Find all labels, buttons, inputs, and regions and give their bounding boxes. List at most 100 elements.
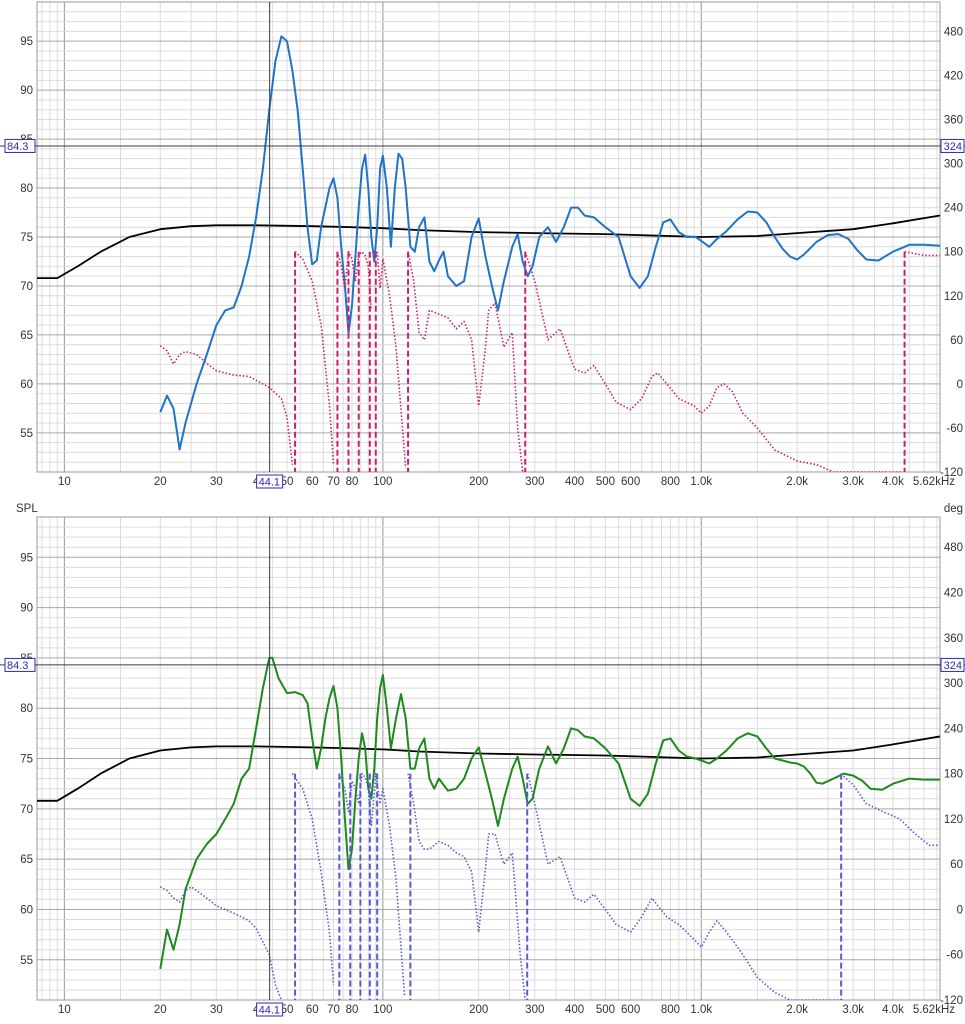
cursor-spl-readout-text: 84.3: [7, 141, 28, 153]
cursor-phase-readout: 324: [940, 138, 965, 153]
y-tick-label-right: -120: [940, 467, 963, 479]
y-tick-label-right: 60: [950, 335, 963, 347]
y-tick-label-right: 240: [944, 203, 963, 215]
y-tick-label-left: 95: [20, 552, 33, 564]
x-tick-label: 80: [346, 476, 359, 488]
y-tick-label-left: 75: [20, 754, 33, 766]
spl-trace: [159, 35, 940, 451]
cursor-spl-readout: 84.3: [4, 657, 36, 672]
y-tick-label-right: 0: [957, 379, 963, 391]
x-tick-label: 70: [327, 476, 340, 488]
x-tick-label: 10: [58, 476, 71, 488]
x-tick-label: 500: [596, 1004, 615, 1016]
target-curve: [37, 735, 940, 802]
grid: [37, 1, 940, 473]
x-tick-label: 2.0k: [786, 1004, 808, 1016]
phase-trace: [159, 250, 940, 472]
y-tick-label-left: 65: [20, 330, 33, 342]
x-tick-label: 800: [661, 1004, 680, 1016]
x-tick-label: 600: [621, 476, 640, 488]
y-tick-label-left: 75: [20, 232, 33, 244]
y-tick-label-left: 65: [20, 854, 33, 866]
cursor-freq-readout-text: 44.1: [259, 1005, 280, 1017]
y-tick-label-left: 90: [20, 85, 33, 97]
x-tick-label: 2.0k: [786, 476, 808, 488]
target-curve: [37, 214, 940, 279]
x-tick-label: 10: [58, 1004, 71, 1016]
x-tick-label: 30: [210, 1004, 223, 1016]
cursor-phase-readout-text: 324: [944, 141, 962, 153]
y-tick-label-right: 300: [944, 678, 963, 690]
x-tick-label: 60: [306, 476, 319, 488]
x-tick-label: 400: [565, 476, 584, 488]
x-tick-label: 3.0k: [842, 476, 864, 488]
x-tick-label: 30: [210, 476, 223, 488]
x-tick-label: 5.62kHz: [913, 1004, 955, 1016]
x-tick-label: 80: [346, 1004, 359, 1016]
x-tick-label: 100: [373, 1004, 392, 1016]
x-tick-label: 4.0k: [882, 1004, 904, 1016]
x-tick-label: 20: [154, 1004, 167, 1016]
y-tick-label-right: 360: [944, 633, 963, 645]
y-tick-label-left: 60: [20, 379, 33, 391]
cursor-phase-readout-text: 324: [944, 660, 962, 672]
x-tick-label: 200: [469, 1004, 488, 1016]
y-tick-label-left: 80: [20, 703, 33, 715]
phase-trace: [159, 772, 940, 1000]
y-tick-label-right: -60: [946, 423, 963, 435]
series-group: [37, 656, 940, 1000]
y-tick-label-left: 95: [20, 36, 33, 48]
y-tick-label-right: 420: [944, 70, 963, 82]
y-tick-label-left: 60: [20, 904, 33, 916]
y-tick-label-right: 240: [944, 723, 963, 735]
x-tick-label: 200: [469, 476, 488, 488]
series-group: [37, 35, 940, 472]
cursor-freq-readout-text: 44.1: [259, 477, 280, 489]
y-tick-label-right: 180: [944, 769, 963, 781]
x-tick-label: 60: [306, 1004, 319, 1016]
y-tick-label-left: 80: [20, 183, 33, 195]
cursor-crosshair[interactable]: 84.3 324 44.1: [0, 2, 965, 489]
x-tick-label: 600: [621, 1004, 640, 1016]
x-tick-label: 50: [281, 1004, 294, 1016]
x-tick-label: 1.0k: [690, 476, 712, 488]
y-tick-label-right: -60: [946, 950, 963, 962]
x-tick-label: 1.0k: [690, 1004, 712, 1016]
y-tick-label-right: 0: [957, 904, 963, 916]
y-tick-label-right: 120: [944, 291, 963, 303]
y-unit-left: SPL: [16, 503, 38, 515]
x-tick-label: 5.62kHz: [913, 476, 955, 488]
cursor-freq-readout: 44.1: [256, 1002, 284, 1017]
y-tick-label-right: 60: [950, 859, 963, 871]
x-tick-label: 400: [565, 1004, 584, 1016]
x-tick-label: 500: [596, 476, 615, 488]
cursor-crosshair[interactable]: 84.3 324 44.1: [0, 517, 965, 1017]
y-tick-label-left: 70: [20, 804, 33, 816]
spl-trace: [159, 656, 940, 969]
y-tick-label-left: 90: [20, 603, 33, 615]
cursor-phase-readout: 324: [940, 657, 965, 672]
y-tick-label-right: 360: [944, 115, 963, 127]
y-tick-label-right: 480: [944, 542, 963, 554]
x-tick-label: 70: [327, 1004, 340, 1016]
y-tick-label-right: 120: [944, 814, 963, 826]
x-tick-label: 50: [281, 476, 294, 488]
plot-frame: [36, 1, 941, 473]
x-tick-label: 300: [525, 476, 544, 488]
y-tick-label-left: 70: [20, 281, 33, 293]
y-tick-label-right: 300: [944, 159, 963, 171]
y-tick-label-right: 480: [944, 26, 963, 38]
y-tick-label-right: 420: [944, 587, 963, 599]
bottom-panel: 556065707580859095-120-60060120180240300…: [0, 503, 965, 1017]
plot-frame: [36, 516, 941, 1001]
y-tick-label-left: 55: [20, 428, 33, 440]
cursor-spl-readout-text: 84.3: [7, 660, 28, 672]
y-tick-label-right: 180: [944, 247, 963, 259]
top-panel: 556065707580859095-120-60060120180240300…: [0, 1, 965, 489]
x-tick-label: 3.0k: [842, 1004, 864, 1016]
y-unit-right: deg: [944, 503, 963, 515]
x-tick-label: 800: [661, 476, 680, 488]
y-tick-label-right: -120: [940, 995, 963, 1007]
